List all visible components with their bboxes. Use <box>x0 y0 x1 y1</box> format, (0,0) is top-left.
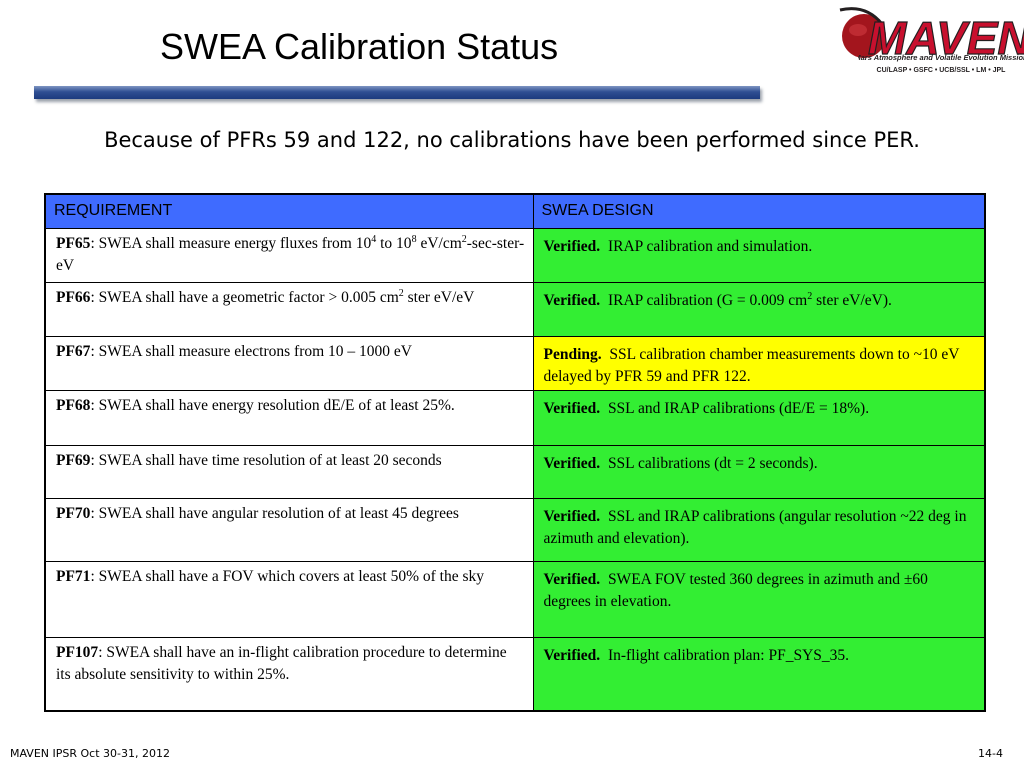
slide-title: SWEA Calibration Status <box>160 26 559 67</box>
header-swea-design: SWEA DESIGN <box>532 193 986 229</box>
requirement-cell: PF71: SWEA shall have a FOV which covers… <box>44 560 534 638</box>
slide-subtitle: Because of PFRs 59 and 122, no calibrati… <box>104 128 920 152</box>
table-row: PF68: SWEA shall have energy resolution … <box>44 389 986 446</box>
table-header-row: REQUIREMENT SWEA DESIGN <box>44 193 986 229</box>
table-row: PF107: SWEA shall have an in-flight cali… <box>44 636 986 712</box>
design-cell: Verified. IRAP calibration (G = 0.009 cm… <box>532 281 986 337</box>
table-row: PF71: SWEA shall have a FOV which covers… <box>44 560 986 638</box>
mars-planet-icon <box>842 14 886 58</box>
status-label: Verified. <box>543 237 601 255</box>
requirement-cell: PF67: SWEA shall measure electrons from … <box>44 335 534 391</box>
logo-text-block: Mars Atmosphere and Volatile Evolution M… <box>858 53 1024 74</box>
design-cell: Verified. IRAP calibration and simulatio… <box>532 227 986 283</box>
design-cell: Verified. In-flight calibration plan: PF… <box>532 636 986 712</box>
status-label: Verified. <box>543 570 601 588</box>
logo-wordmark: MAVEN <box>868 12 1024 64</box>
design-cell: Verified. SSL and IRAP calibrations (ang… <box>532 497 986 562</box>
status-label: Verified. <box>543 291 601 309</box>
design-cell: Verified. SSL and IRAP calibrations (dE/… <box>532 389 986 446</box>
table-row: PF66: SWEA shall have a geometric factor… <box>44 281 986 337</box>
requirement-cell: PF70: SWEA shall have angular resolution… <box>44 497 534 562</box>
requirement-code: PF65 <box>56 234 91 252</box>
requirement-code: PF68 <box>56 396 91 414</box>
requirement-code: PF70 <box>56 504 91 522</box>
status-label: Pending. <box>543 345 602 363</box>
table-row: PF69: SWEA shall have time resolution of… <box>44 444 986 499</box>
maven-logo: MAVEN <box>839 7 1024 65</box>
table-row: PF67: SWEA shall measure electrons from … <box>44 335 986 391</box>
requirement-cell: PF66: SWEA shall have a geometric factor… <box>44 281 534 337</box>
header-requirement: REQUIREMENT <box>44 193 534 229</box>
footer-page-number: 14-4 <box>978 747 1003 760</box>
requirement-cell: PF69: SWEA shall have time resolution of… <box>44 444 534 499</box>
requirements-table: REQUIREMENT SWEA DESIGN PF65: SWEA shall… <box>44 193 986 712</box>
status-label: Verified. <box>543 646 601 664</box>
status-label: Verified. <box>543 399 601 417</box>
table-row: PF65: SWEA shall measure energy fluxes f… <box>44 227 986 283</box>
logo-partners: CU/LASP • GSFC • UCB/SSL • LM • JPL <box>877 67 1007 74</box>
footer-event-label: MAVEN IPSR Oct 30-31, 2012 <box>10 747 170 760</box>
design-cell: Verified. SSL calibrations (dt = 2 secon… <box>532 444 986 499</box>
design-cell: Verified. SWEA FOV tested 360 degrees in… <box>532 560 986 638</box>
logo-tagline: Mars Atmosphere and Volatile Evolution M… <box>858 53 1024 62</box>
requirement-cell: PF107: SWEA shall have an in-flight cali… <box>44 636 534 712</box>
requirement-cell: PF65: SWEA shall measure energy fluxes f… <box>44 227 534 283</box>
requirement-code: PF69 <box>56 451 91 469</box>
requirement-code: PF67 <box>56 342 91 360</box>
requirement-code: PF71 <box>56 567 91 585</box>
title-underline-bar <box>34 86 760 99</box>
design-cell: Pending. SSL calibration chamber measure… <box>532 335 986 391</box>
status-label: Verified. <box>543 454 601 472</box>
requirement-code: PF107 <box>56 643 99 661</box>
requirement-cell: PF68: SWEA shall have energy resolution … <box>44 389 534 446</box>
table-row: PF70: SWEA shall have angular resolution… <box>44 497 986 562</box>
spacecraft-swoosh-icon <box>839 7 884 25</box>
status-label: Verified. <box>543 507 601 525</box>
requirement-code: PF66 <box>56 288 91 306</box>
